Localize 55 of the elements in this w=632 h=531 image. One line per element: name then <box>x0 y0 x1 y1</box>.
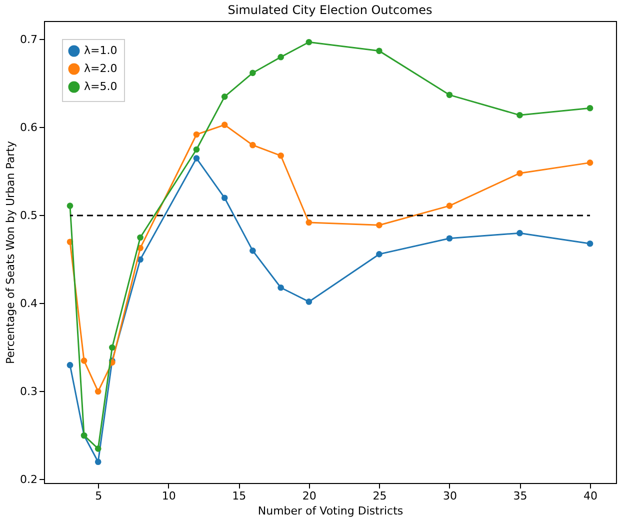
point <box>66 362 74 368</box>
point <box>306 298 312 305</box>
y-tick-label: 0.3 <box>20 384 38 398</box>
point <box>250 70 256 76</box>
point <box>278 54 284 60</box>
x-tick-label: 25 <box>372 490 387 502</box>
point <box>446 92 453 98</box>
y-tick-label: 0.6 <box>20 120 38 134</box>
point <box>376 251 382 258</box>
point <box>516 112 523 118</box>
legend-label: λ=2.0 <box>84 62 118 75</box>
y-tick-label: 0.5 <box>20 208 38 222</box>
y-tick-label: 0.4 <box>20 296 38 310</box>
point <box>66 202 74 209</box>
point <box>221 194 228 202</box>
point <box>94 388 102 395</box>
point <box>250 248 256 254</box>
x-tick-label: 20 <box>302 490 316 502</box>
point <box>109 344 116 351</box>
point <box>376 222 382 228</box>
x-axis-title: Number of Voting Districts <box>258 504 404 518</box>
point <box>376 48 382 54</box>
point <box>94 446 102 452</box>
point <box>586 104 594 112</box>
point <box>94 458 102 466</box>
point <box>137 234 144 241</box>
point <box>193 146 200 153</box>
chart-title: Simulated City Election Outcomes <box>228 3 432 17</box>
point <box>221 122 228 128</box>
legend-label: λ=1.0 <box>84 44 118 57</box>
point <box>193 131 200 138</box>
x-tick-label: 35 <box>513 490 528 502</box>
point <box>306 38 312 46</box>
legend-label: λ=5.0 <box>84 80 118 93</box>
point <box>446 202 453 209</box>
point <box>586 240 594 247</box>
point <box>221 94 228 100</box>
x-tick-label: 40 <box>584 490 598 502</box>
point <box>516 230 523 236</box>
point <box>516 170 523 176</box>
point <box>278 284 284 291</box>
x-tick-label: 5 <box>95 490 102 502</box>
y-tick-label: 0.7 <box>20 32 38 46</box>
x-tick-label: 15 <box>232 490 246 502</box>
point <box>80 358 88 364</box>
y-tick-label: 0.2 <box>20 472 38 486</box>
y-axis-title: Percentage of Seats Won by Urban Party <box>4 140 18 364</box>
point <box>586 160 594 166</box>
point <box>193 155 200 162</box>
point <box>306 219 312 226</box>
point <box>250 142 256 148</box>
point <box>446 235 453 242</box>
point <box>278 152 284 159</box>
x-tick-label: 30 <box>442 490 457 502</box>
x-tick-label: 10 <box>162 490 176 502</box>
